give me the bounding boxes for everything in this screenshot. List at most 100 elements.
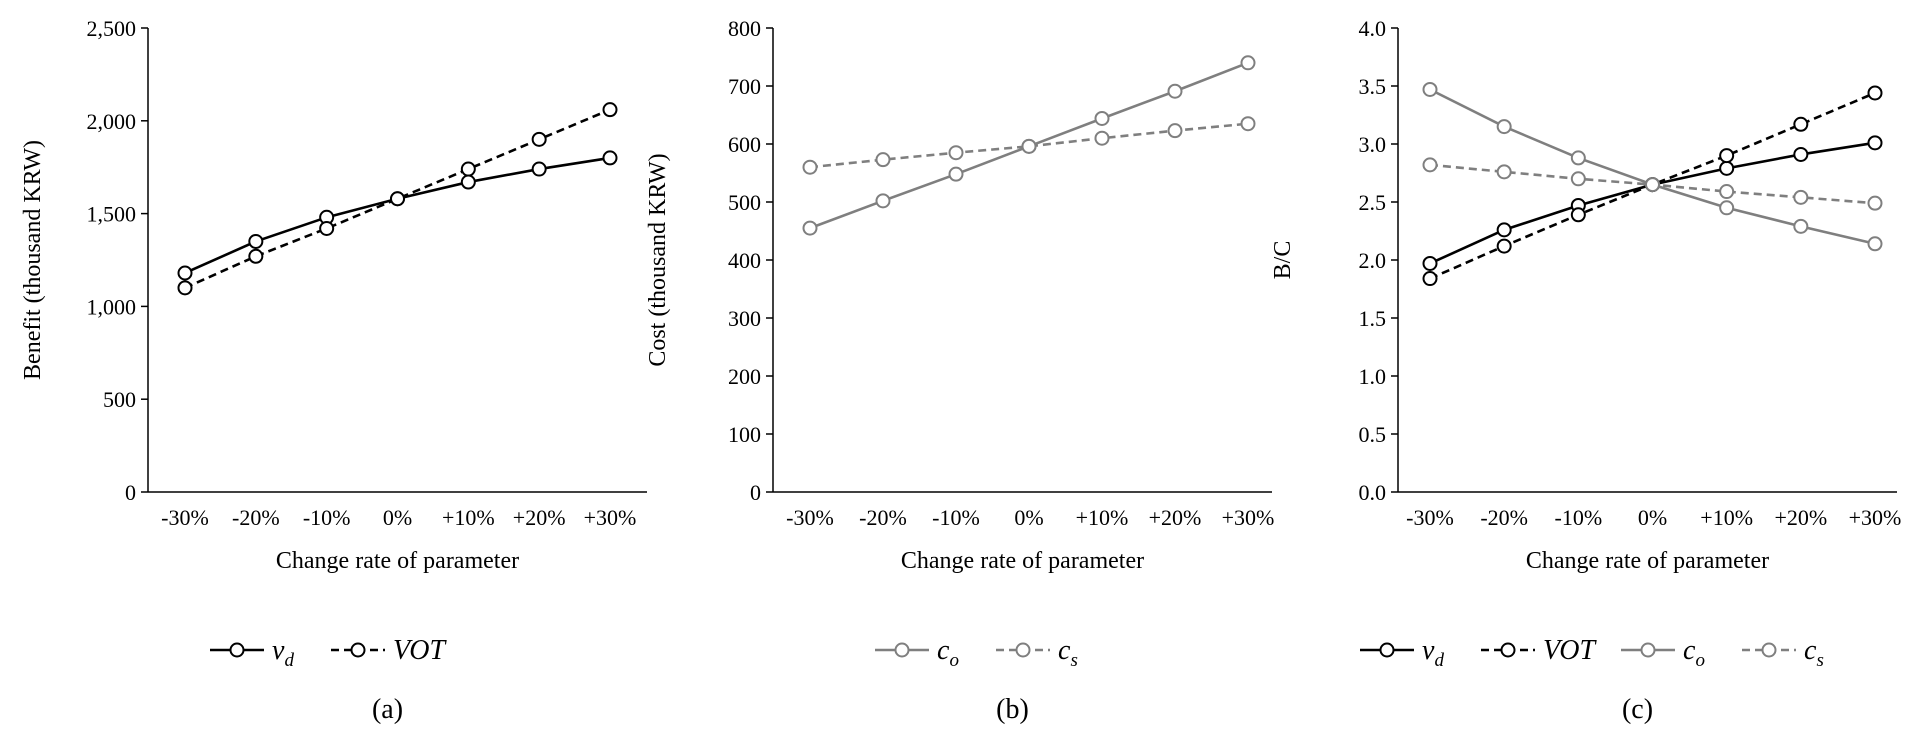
x-tick-label: -30%: [161, 505, 209, 530]
y-tick-label: 1.5: [1359, 306, 1387, 331]
data-point: [1496, 222, 1512, 238]
x-tick-label: -10%: [1555, 505, 1603, 530]
series-c_o: [1422, 81, 1883, 252]
data-point: [1867, 236, 1883, 252]
data-point: [1793, 146, 1809, 162]
data-point: [1167, 83, 1183, 99]
data-point: [1570, 171, 1586, 187]
data-point: [1793, 218, 1809, 234]
data-point: [1719, 200, 1735, 216]
x-tick-label: +20%: [1774, 505, 1827, 530]
legend-marker: [1015, 642, 1031, 658]
legend-marker: [229, 642, 245, 658]
data-point: [1167, 123, 1183, 139]
data-point: [602, 102, 618, 118]
y-tick-label: 100: [728, 422, 761, 447]
y-tick-label: 200: [728, 364, 761, 389]
legend-label-c_o: co: [937, 635, 959, 671]
data-point: [1496, 164, 1512, 180]
x-tick-label: -30%: [1406, 505, 1454, 530]
data-point: [390, 191, 405, 207]
data-point: [875, 152, 891, 168]
data-point: [1094, 110, 1110, 126]
data-point: [1094, 130, 1110, 146]
y-tick-label: 500: [103, 387, 136, 412]
x-tick-label: +30%: [1849, 505, 1902, 530]
data-point: [1867, 85, 1883, 101]
data-point: [1793, 189, 1809, 205]
data-point: [602, 150, 618, 166]
data-point: [1422, 81, 1438, 97]
panel-label: (b): [996, 694, 1029, 725]
y-tick-label: 1.0: [1359, 364, 1387, 389]
x-tick-label: +20%: [1149, 505, 1202, 530]
data-point: [1719, 148, 1735, 164]
x-tick-label: 0%: [383, 505, 412, 530]
data-point: [1793, 116, 1809, 132]
x-tick-label: +10%: [1700, 505, 1753, 530]
chart-panel-3: 0.0 0.5 1.0 1.5 2.0 2.5 3.0 3.5 4.0 -30% -20% -10% 0…: [1270, 16, 1901, 725]
y-tick-label: 600: [728, 132, 761, 157]
y-tick-label: 2,000: [87, 109, 137, 134]
data-point: [460, 174, 476, 190]
x-tick-label: -20%: [232, 505, 280, 530]
y-tick-label: 3.0: [1359, 132, 1387, 157]
legend: vd VOT: [210, 635, 447, 671]
legend-marker: [1761, 642, 1777, 658]
data-point: [319, 220, 335, 236]
y-tick-label: 700: [728, 74, 761, 99]
legend: co cs: [875, 635, 1078, 671]
chart-panel-1: 0 500 1,000 1,500 2,000 2,500 -30% -20% -10% 0% +1…: [20, 16, 647, 725]
y-axis-title: Cost (thousand KRW): [645, 153, 671, 366]
legend-label-c_s: cs: [1804, 635, 1824, 671]
y-tick-label: 0: [750, 480, 761, 505]
x-tick-label: -20%: [859, 505, 907, 530]
x-tick-label: -10%: [303, 505, 351, 530]
x-tick-label: 0%: [1638, 505, 1667, 530]
data-point: [1719, 184, 1735, 200]
data-point: [802, 220, 818, 236]
x-tick-label: +20%: [513, 505, 566, 530]
y-tick-label: 400: [728, 248, 761, 273]
legend-label-c_o: co: [1683, 635, 1705, 671]
data-point: [248, 233, 264, 249]
data-point: [1867, 135, 1883, 151]
chart-panel-2: 0 100 200 300 400 500 600 700 800 -30% -20% -10% 0% +…: [645, 16, 1274, 725]
y-tick-label: 2,500: [87, 16, 137, 41]
data-point: [460, 161, 476, 177]
legend-label-VOT: VOT: [393, 635, 447, 666]
y-tick-label: 3.5: [1359, 74, 1387, 99]
x-axis-title: Change rate of parameter: [276, 548, 519, 574]
x-tick-label: 0%: [1014, 505, 1043, 530]
x-tick-label: +30%: [1222, 505, 1275, 530]
data-point: [1719, 160, 1735, 176]
y-tick-label: 1,500: [87, 202, 137, 227]
data-point: [1240, 55, 1256, 71]
y-tick-label: 4.0: [1359, 16, 1387, 41]
y-tick-label: 1,000: [87, 294, 137, 319]
data-point: [1422, 255, 1438, 271]
y-tick-label: 2.5: [1359, 190, 1387, 215]
legend-marker: [1640, 642, 1656, 658]
x-tick-label: +30%: [584, 505, 637, 530]
data-point: [1496, 119, 1512, 135]
y-axis-title: B/C: [1270, 241, 1296, 280]
data-point: [1496, 238, 1512, 254]
x-tick-label: +10%: [1076, 505, 1129, 530]
legend-label-v_d: vd: [1422, 635, 1444, 671]
data-point: [948, 145, 964, 161]
data-point: [177, 280, 193, 296]
y-tick-label: 0.0: [1359, 480, 1387, 505]
legend-label-c_s: cs: [1058, 635, 1078, 671]
data-point: [1867, 195, 1883, 211]
data-point: [531, 161, 547, 177]
data-point: [531, 131, 547, 147]
legend-marker: [1379, 642, 1395, 658]
x-axis-title: Change rate of parameter: [901, 548, 1144, 574]
y-tick-label: 300: [728, 306, 761, 331]
x-tick-label: -20%: [1480, 505, 1528, 530]
y-tick-label: 500: [728, 190, 761, 215]
legend-marker: [350, 642, 366, 658]
panel-label: (c): [1622, 694, 1653, 725]
